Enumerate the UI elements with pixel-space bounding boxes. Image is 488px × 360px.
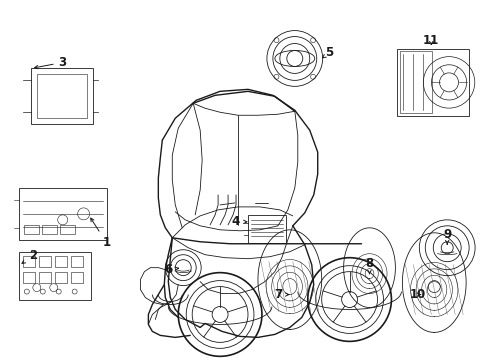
Text: 2: 2 xyxy=(22,249,37,264)
Bar xyxy=(19,188,106,240)
Text: 11: 11 xyxy=(422,34,439,47)
Bar xyxy=(247,215,285,243)
Bar xyxy=(23,256,35,267)
Text: 8: 8 xyxy=(365,257,373,274)
Bar xyxy=(60,225,75,234)
Bar xyxy=(39,272,51,283)
Bar xyxy=(397,49,468,116)
Bar xyxy=(55,256,66,267)
Text: 4: 4 xyxy=(231,215,246,228)
Bar xyxy=(23,272,35,283)
Text: 3: 3 xyxy=(35,56,67,69)
Bar xyxy=(400,51,431,113)
Bar xyxy=(31,68,92,124)
Text: 10: 10 xyxy=(408,288,425,301)
Bar xyxy=(55,272,66,283)
Bar xyxy=(71,272,82,283)
Text: 5: 5 xyxy=(322,46,333,59)
Bar xyxy=(41,225,57,234)
Bar xyxy=(19,252,90,300)
Bar xyxy=(24,225,39,234)
Bar xyxy=(39,256,51,267)
Text: 6: 6 xyxy=(164,263,178,276)
Text: 7: 7 xyxy=(273,288,288,301)
Text: 9: 9 xyxy=(442,228,450,244)
Text: 1: 1 xyxy=(90,218,110,249)
Bar xyxy=(71,256,82,267)
Bar xyxy=(37,75,86,118)
